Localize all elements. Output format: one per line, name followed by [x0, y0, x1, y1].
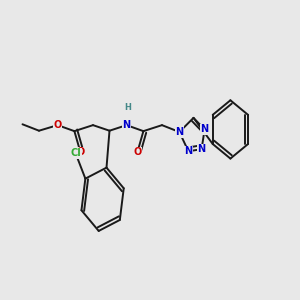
Text: O: O [76, 147, 85, 157]
Text: Cl: Cl [70, 148, 81, 158]
Text: N: N [197, 144, 206, 154]
Text: N: N [175, 127, 184, 137]
Text: O: O [53, 120, 62, 130]
Text: N: N [200, 124, 209, 134]
Text: O: O [133, 147, 142, 157]
Text: N: N [122, 120, 131, 130]
Text: H: H [124, 103, 130, 112]
Text: N: N [184, 146, 193, 156]
